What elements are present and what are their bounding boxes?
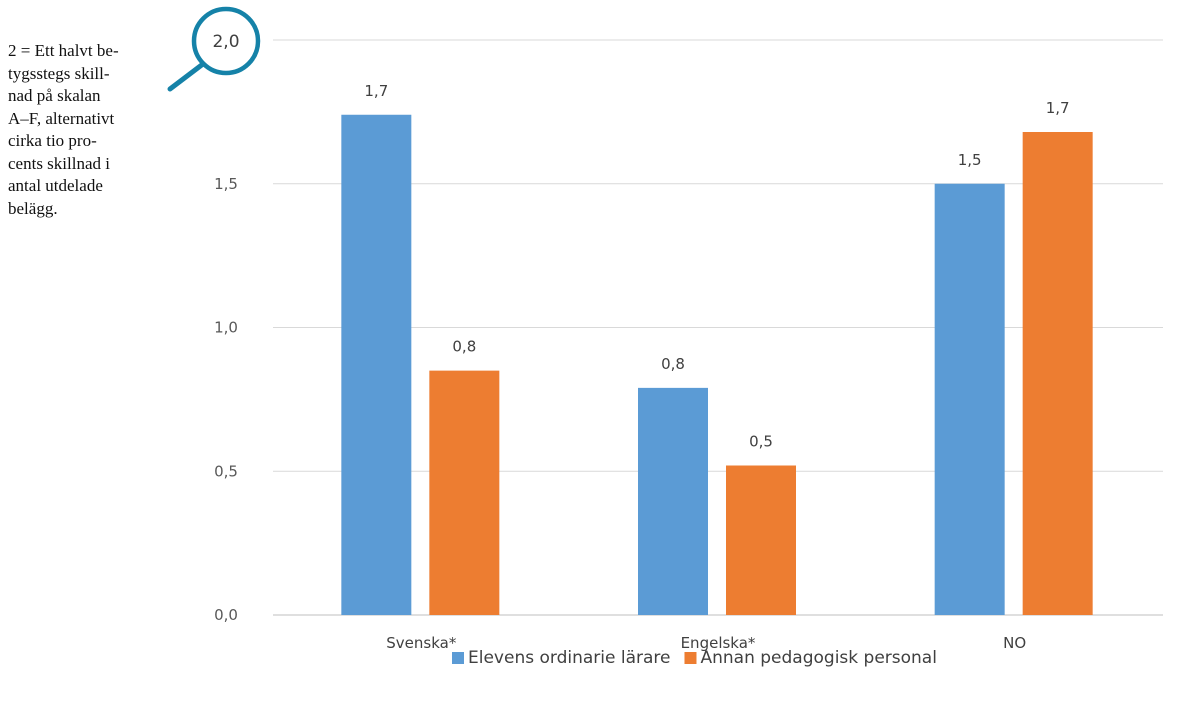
bar (934, 183, 1005, 615)
y-tick-label: 0,0 (214, 606, 238, 624)
magnifier-icon: 2,0 (167, 6, 261, 92)
annotation-line: antal utdelade (8, 176, 103, 195)
legend-swatch (684, 652, 697, 664)
legend-swatch (452, 652, 464, 664)
data-label: 1,7 (364, 82, 388, 100)
y-axis-tick-labels: 0,0 0,5 1,0 1,5 (214, 175, 238, 624)
y-tick-label: 2,0 (212, 32, 239, 52)
annotation-line: cents skillnad i (8, 153, 110, 173)
legend: Elevens ordinarie lärare Annan pedagogisk… (452, 648, 937, 668)
annotation-text: 2 = Ett halvt be-tygsstegs skill-nad på … (8, 40, 168, 220)
y-tick-label: 0,5 (214, 462, 238, 480)
bar (341, 114, 412, 615)
value-labels: 1,7 0,8 0,8 0,5 1,5 1,7 (364, 82, 1069, 451)
annotation-line: belägg. (8, 198, 58, 218)
category-labels: Svenska* Engelska* NO (386, 634, 1026, 652)
x-tick-label: NO (1003, 634, 1026, 652)
x-tick-label: Engelska* (681, 634, 756, 652)
annotation-line: tygsstegs skill- (8, 63, 110, 83)
y-tick-label: 1,5 (214, 175, 238, 193)
bar (1022, 132, 1093, 615)
data-label: 0,8 (452, 338, 476, 356)
magnifier-handle (167, 61, 206, 92)
bar (429, 370, 500, 615)
legend-label: Annan pedagogisk personal (700, 648, 936, 668)
annotation-line: 2 = Ett halvt be- (8, 41, 119, 60)
data-label: 1,5 (958, 151, 982, 169)
data-label: 1,7 (1046, 99, 1070, 117)
annotation-line: cirka tio pro- (8, 131, 97, 150)
bars (341, 114, 1093, 615)
data-label: 0,8 (661, 355, 685, 373)
bar (638, 387, 708, 615)
gridlines (273, 39, 1163, 616)
legend-label: Elevens ordinarie lärare (468, 648, 670, 668)
bar (726, 465, 796, 615)
data-label: 0,5 (749, 433, 773, 451)
annotation-line: A–F, alternativt (8, 108, 115, 128)
annotation-line: nad på skalan (8, 86, 101, 105)
magnifier-lens (191, 6, 261, 76)
x-tick-label: Svenska* (386, 634, 457, 652)
y-tick-label: 1,0 (214, 319, 238, 337)
